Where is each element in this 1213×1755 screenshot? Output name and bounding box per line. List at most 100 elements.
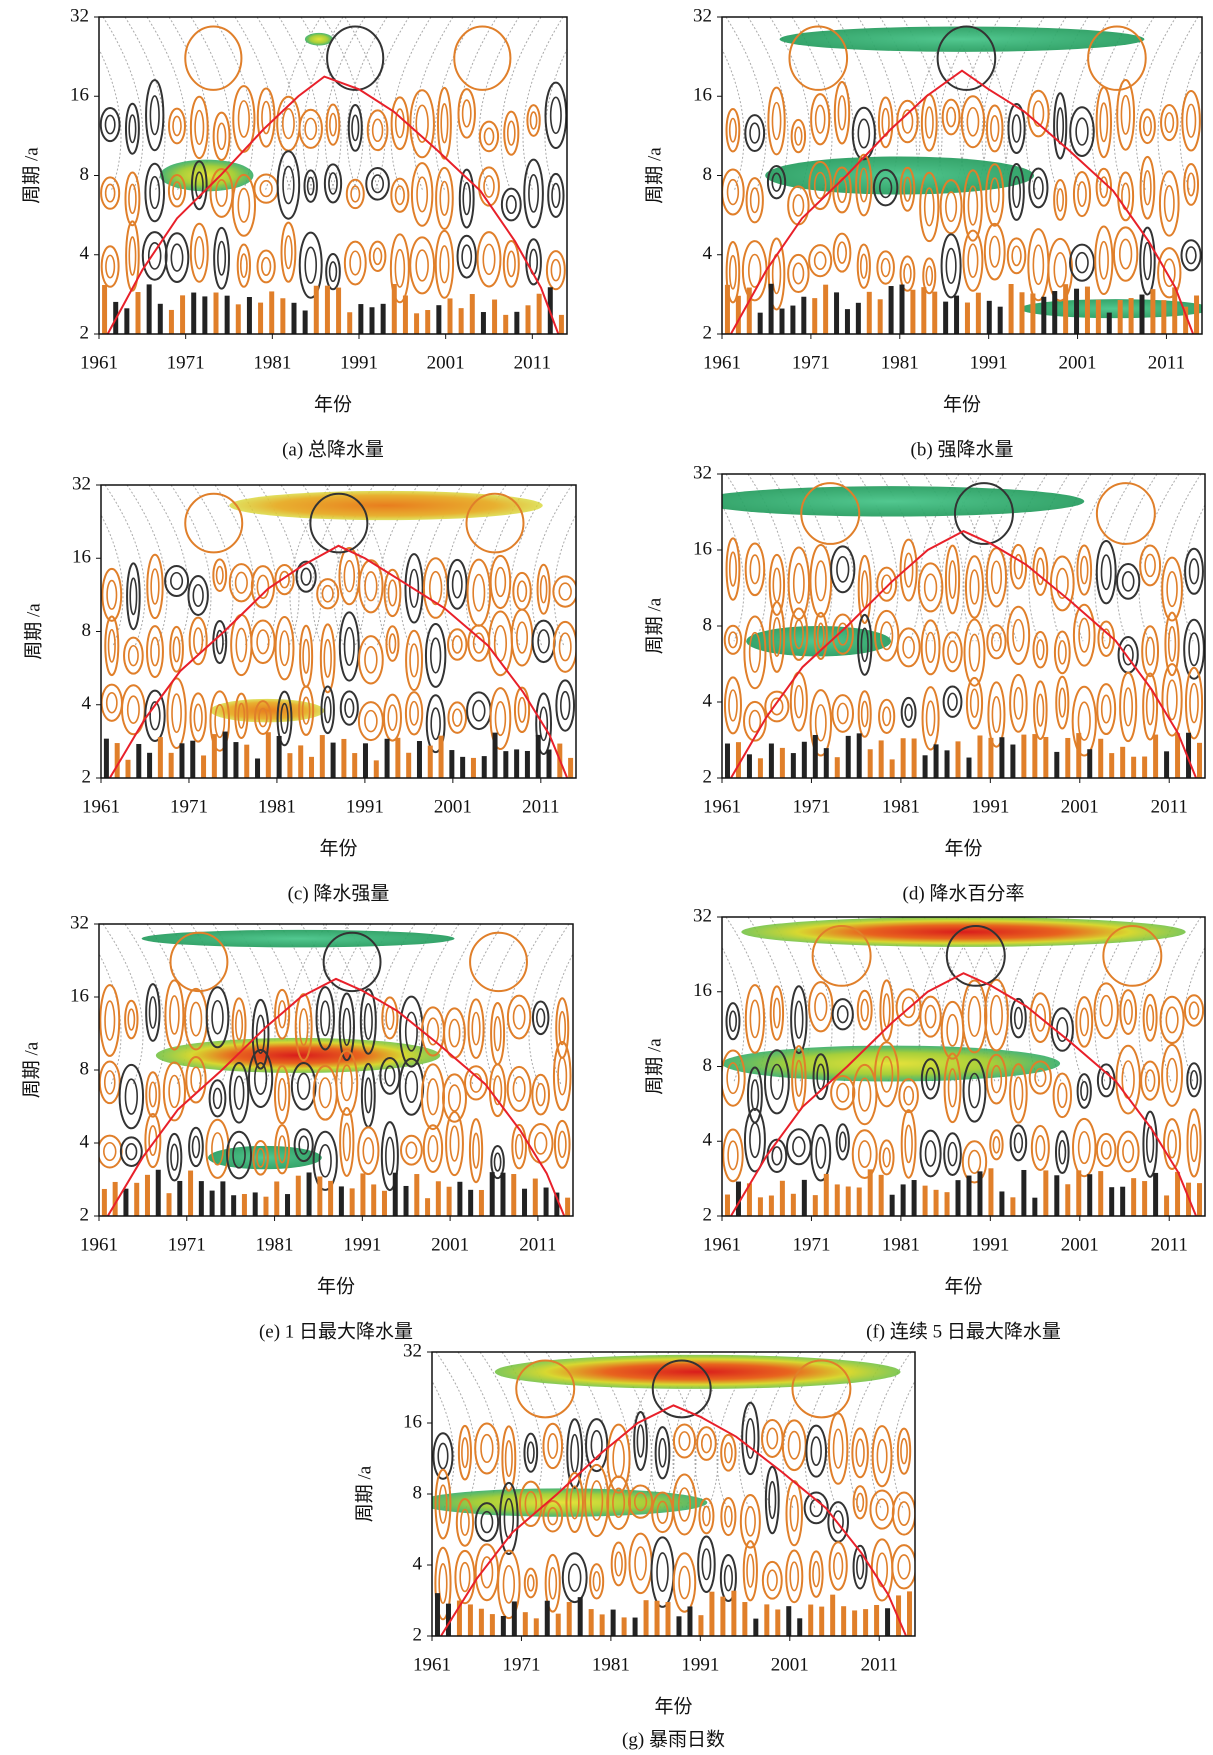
contour-band	[769, 1196, 774, 1256]
contour	[553, 576, 577, 606]
contour	[898, 1429, 910, 1474]
contour-band	[977, 735, 982, 796]
contour	[1120, 673, 1136, 742]
contour-band	[393, 1173, 398, 1231]
x-tick-label: 2011	[522, 796, 559, 817]
contour	[1141, 1061, 1159, 1099]
contour	[554, 622, 577, 672]
contour	[903, 637, 914, 658]
contour	[314, 1066, 337, 1120]
contour	[449, 1085, 460, 1111]
contour	[491, 556, 511, 608]
contour	[526, 239, 541, 284]
contour	[792, 120, 805, 152]
contour	[146, 1072, 159, 1116]
contour	[872, 1539, 893, 1600]
contour	[968, 186, 977, 225]
contour	[230, 564, 253, 601]
contour	[769, 1482, 775, 1519]
contour	[730, 552, 736, 586]
contour-gray	[507, 924, 547, 1085]
contour	[884, 994, 890, 1027]
contour	[548, 174, 563, 217]
x-tick-label: 1991	[971, 796, 1009, 817]
contour	[905, 704, 912, 720]
contour	[926, 1141, 936, 1166]
contour	[1059, 1141, 1065, 1164]
contour	[862, 701, 868, 726]
contour	[481, 1512, 492, 1533]
x-tick-label: 1991	[970, 352, 1008, 373]
contour	[861, 254, 867, 278]
plot-area	[59, 17, 607, 378]
contour-band	[439, 736, 444, 795]
contour	[417, 177, 427, 211]
contour-band	[921, 287, 926, 350]
contour	[279, 1079, 286, 1111]
x-tick-label: 1961	[703, 352, 741, 373]
y-tick-label: 16	[693, 980, 712, 1001]
contour	[170, 996, 179, 1034]
x-tick-label: 1961	[80, 1234, 118, 1255]
contour	[728, 1141, 738, 1169]
contour	[165, 566, 188, 596]
contour	[1036, 1136, 1044, 1160]
contour	[164, 1062, 185, 1120]
contour	[901, 540, 917, 601]
contour	[806, 1426, 826, 1477]
panel-caption: (d) 降水百分率	[903, 882, 1025, 904]
contour-band	[414, 313, 419, 376]
contour-band	[314, 286, 319, 349]
contour	[834, 1553, 843, 1579]
contour	[744, 617, 765, 689]
significance-region	[741, 917, 1185, 947]
y-axis-label: 周期 /a	[643, 597, 665, 654]
contour	[325, 164, 341, 202]
contour	[1011, 1125, 1027, 1160]
plot-area	[61, 485, 616, 819]
significance-region	[142, 930, 455, 948]
contour	[508, 996, 530, 1039]
contour-gray	[105, 485, 145, 646]
contour-band	[247, 297, 252, 360]
contour	[213, 621, 226, 663]
contour	[725, 677, 741, 733]
contour-band	[932, 292, 937, 355]
contour	[343, 1123, 350, 1160]
contour-band	[764, 1604, 769, 1661]
contour-band	[934, 744, 939, 805]
contour-band	[1021, 735, 1026, 796]
contour-band	[136, 292, 141, 355]
contour	[679, 1432, 690, 1450]
contour-band	[104, 739, 109, 798]
contour	[948, 693, 957, 710]
contour-band	[236, 304, 241, 367]
contour	[1117, 564, 1139, 599]
contour-band	[1109, 753, 1114, 814]
contour	[1144, 243, 1151, 280]
significance-region	[698, 486, 1084, 516]
y-tick-label: 8	[413, 1482, 423, 1503]
contour	[861, 1000, 868, 1021]
contour-band	[1076, 733, 1081, 794]
contour	[551, 260, 560, 281]
contour	[282, 223, 296, 282]
contour	[1182, 240, 1201, 270]
contour-band	[417, 741, 422, 800]
contour	[656, 1427, 670, 1478]
plot-area	[682, 17, 1213, 376]
contour	[773, 568, 780, 601]
contour	[365, 711, 377, 732]
y-tick-label: 16	[693, 538, 712, 559]
contour	[105, 115, 114, 133]
contour	[401, 1136, 422, 1165]
contour	[1078, 182, 1086, 206]
x-tick-label: 2011	[861, 1654, 898, 1675]
contour	[370, 242, 386, 271]
x-tick-label: 2001	[1061, 1234, 1099, 1255]
contour-band	[1109, 1187, 1114, 1247]
contour-band	[212, 734, 217, 793]
contour-band	[835, 757, 840, 818]
contour	[214, 228, 229, 289]
contour	[702, 1434, 711, 1452]
